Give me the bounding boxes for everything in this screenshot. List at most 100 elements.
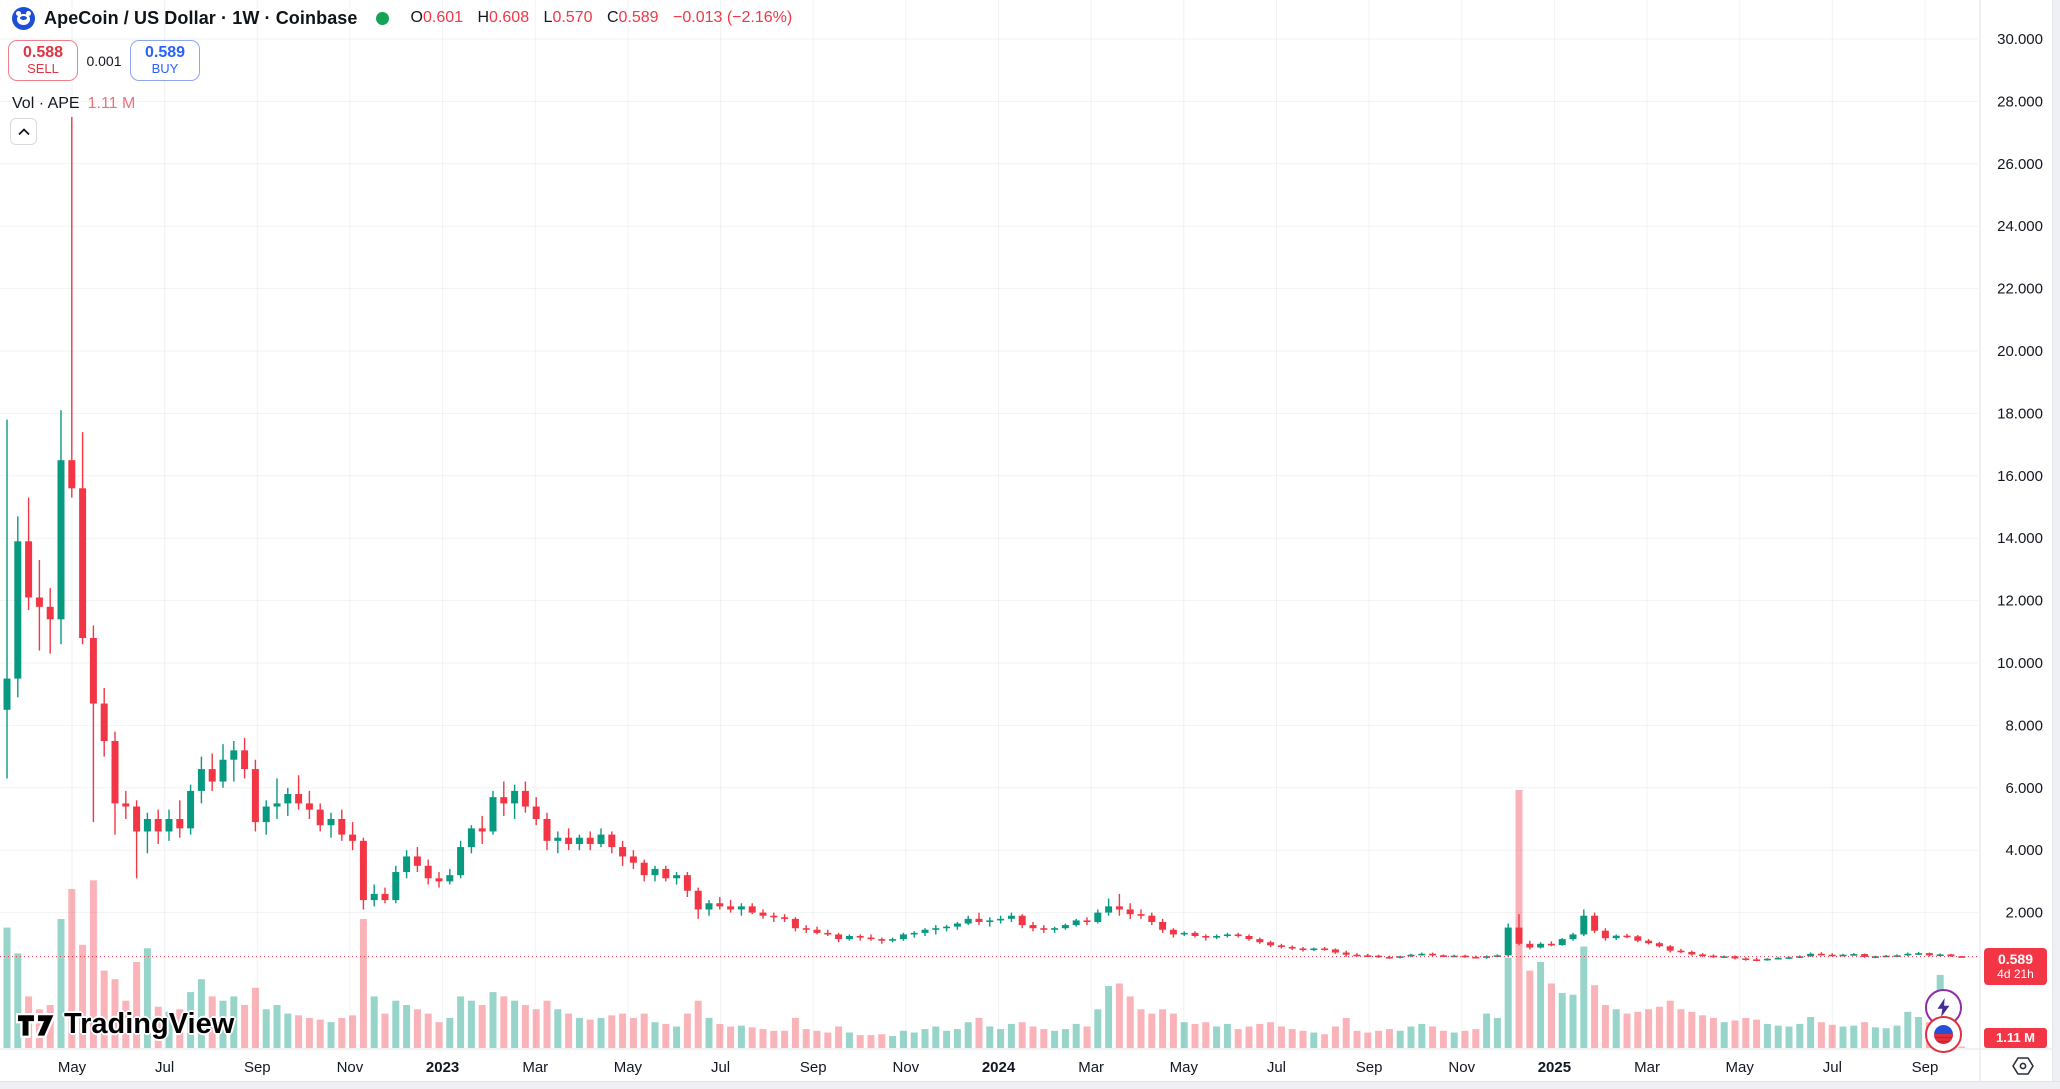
volume-bar[interactable] [284,1013,292,1048]
candle[interactable] [532,797,540,826]
candle[interactable] [1169,928,1177,938]
candle[interactable] [208,753,216,791]
candle[interactable] [1375,954,1383,958]
candle[interactable] [316,803,324,832]
volume-bar[interactable] [1904,1011,1912,1048]
volume-bar[interactable] [1180,1022,1188,1048]
volume-bar[interactable] [1148,1013,1156,1048]
candle[interactable] [543,812,551,851]
volume-bar[interactable] [14,953,22,1048]
candle[interactable] [619,840,627,866]
volume-bar[interactable] [1105,986,1113,1048]
candle[interactable] [1418,952,1426,956]
candle[interactable] [3,419,11,779]
volume-bar[interactable] [1807,1017,1815,1048]
volume-bar[interactable] [1817,1022,1825,1048]
volume-bar[interactable] [543,1000,551,1048]
volume-bar[interactable] [899,1030,907,1048]
candle[interactable] [1040,925,1048,933]
volume-bar[interactable] [392,1000,400,1048]
candle[interactable] [1277,943,1285,949]
candle[interactable] [327,812,335,838]
volume-bar[interactable] [1385,1029,1393,1048]
volume-bar[interactable] [262,1009,270,1048]
symbol-bubble-button[interactable] [1925,1016,1962,1053]
volume-bar[interactable] [975,1017,983,1048]
volume-bar[interactable] [197,979,205,1048]
candle[interactable] [35,560,43,651]
candle[interactable] [1245,934,1253,941]
volume-bar[interactable] [1871,1027,1879,1048]
volume-bar[interactable] [1850,1025,1858,1048]
volume-bar[interactable] [208,996,216,1048]
candle[interactable] [295,775,303,810]
volume-bar[interactable] [964,1022,972,1048]
candle[interactable] [1159,918,1167,933]
volume-bar[interactable] [359,919,367,1048]
volume-bar[interactable] [1256,1023,1264,1048]
candle[interactable] [1472,955,1480,959]
volume-bar[interactable] [554,1009,562,1048]
volume-bar[interactable] [1310,1032,1318,1048]
candle[interactable] [1688,950,1696,956]
candle[interactable] [921,928,929,936]
volume-bar[interactable] [68,888,76,1048]
candle[interactable] [478,815,486,844]
volume-bar[interactable] [413,1009,421,1048]
candle[interactable] [889,937,897,943]
candle[interactable] [133,800,141,879]
candle[interactable] [1180,931,1188,936]
candle[interactable] [1018,914,1026,929]
candle[interactable] [727,900,735,913]
candle[interactable] [457,840,465,879]
candle[interactable] [1256,937,1264,944]
volume-bar[interactable] [586,1019,594,1048]
candle[interactable] [845,934,853,941]
candle[interactable] [284,787,292,816]
candle[interactable] [241,737,249,779]
candle[interactable] [1202,934,1210,941]
volume-bar[interactable] [316,1019,324,1048]
volume-bar[interactable] [1699,1015,1707,1048]
volume-bar[interactable] [1018,1022,1026,1048]
candle[interactable] [975,912,983,926]
volume-bar[interactable] [619,1013,627,1048]
candle[interactable] [46,588,54,654]
candle[interactable] [1634,935,1642,943]
volume-bar[interactable] [953,1029,961,1048]
volume-bar[interactable] [813,1030,821,1048]
candle[interactable] [1083,917,1091,926]
volume-bar[interactable] [251,987,259,1048]
volume-bar[interactable] [1612,1009,1620,1048]
volume-bar[interactable] [1191,1023,1199,1048]
volume-bar[interactable] [532,1009,540,1048]
candle[interactable] [1850,953,1858,956]
candle[interactable] [986,917,994,927]
candle[interactable] [554,831,562,854]
volume-bar[interactable] [705,1017,713,1048]
candle[interactable] [1807,952,1815,957]
volume-bar[interactable] [1439,1030,1447,1048]
volume-bar[interactable] [511,1000,519,1048]
volume-pane[interactable] [3,790,1966,1049]
candle[interactable] [910,931,918,938]
volume-bar[interactable] [1893,1025,1901,1048]
candle[interactable] [467,825,475,854]
volume-bar[interactable] [1407,1026,1415,1049]
volume-bar[interactable] [673,1026,681,1049]
candle[interactable] [1709,954,1717,958]
volume-bar[interactable] [1677,1009,1685,1048]
volume-bar[interactable] [1072,1023,1080,1048]
volume-bar[interactable] [489,992,497,1048]
candle[interactable] [953,921,961,930]
axis-settings-gear-icon[interactable] [2012,1057,2034,1075]
candle[interactable] [597,828,605,848]
candle[interactable] [1871,955,1879,959]
candle[interactable] [349,822,357,851]
candle[interactable] [1861,953,1869,958]
candle[interactable] [694,887,702,919]
volume-bar[interactable] [932,1026,940,1049]
volume-bar[interactable] [349,1015,357,1048]
candle[interactable] [1936,953,1944,957]
candle[interactable] [1958,956,1966,958]
